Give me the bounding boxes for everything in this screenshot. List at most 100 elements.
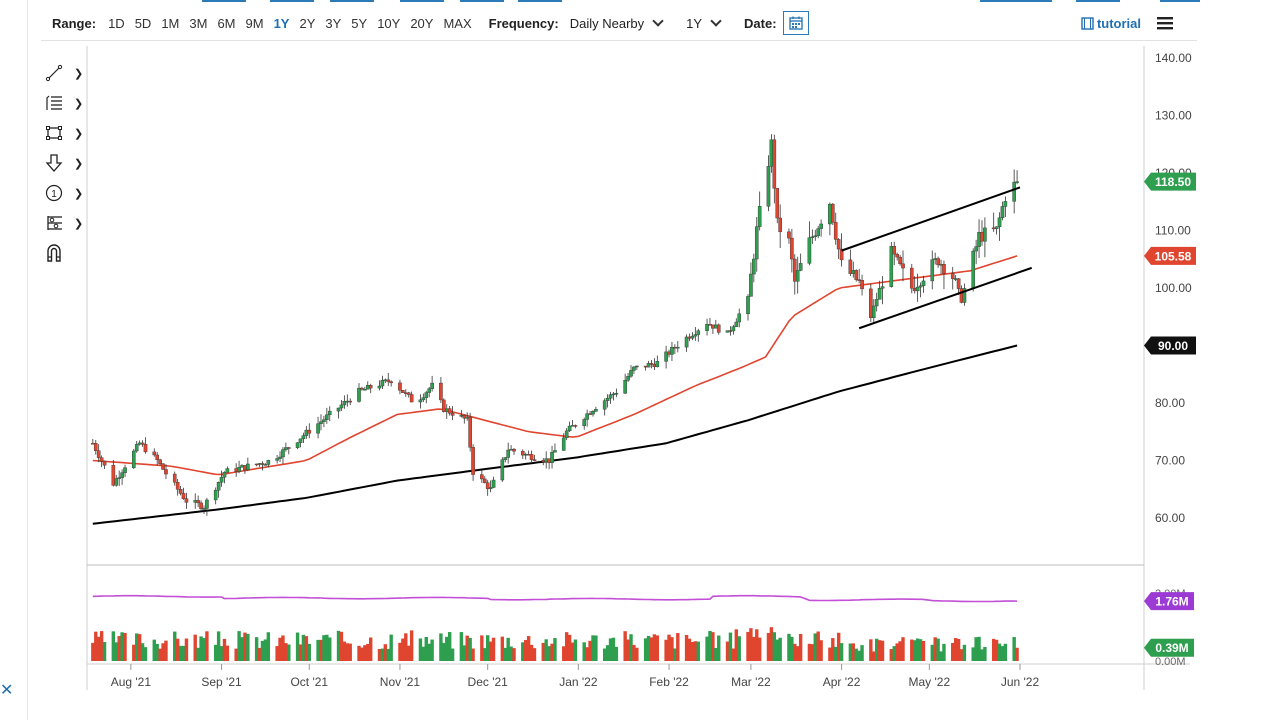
rectangle-tool[interactable]: ❯: [42, 118, 84, 148]
candle-body: [307, 429, 312, 434]
candle-body: [213, 489, 218, 501]
range-5y[interactable]: 5Y: [351, 15, 368, 31]
candle-body: [831, 203, 835, 223]
volume-bar: [605, 645, 610, 661]
menu-button[interactable]: [1157, 16, 1173, 33]
volume-bar: [114, 642, 118, 661]
close-icon[interactable]: ✕: [0, 682, 14, 699]
y-tick-label: 140.00: [1155, 51, 1192, 65]
volume-bar: [284, 643, 288, 661]
pattern-tool[interactable]: ❯: [42, 208, 84, 238]
volume-bar: [910, 639, 914, 661]
volume-bar: [483, 648, 487, 661]
range-20y[interactable]: 20Y: [410, 15, 434, 31]
arrow-tool[interactable]: ❯: [42, 148, 84, 178]
volume-bar: [442, 642, 446, 661]
volume-bar: [731, 648, 736, 661]
range-3y[interactable]: 3Y: [325, 15, 342, 31]
candle-body: [219, 477, 224, 483]
range-1d[interactable]: 1D: [108, 15, 125, 31]
volume-bar: [471, 648, 475, 661]
volume-bar: [421, 646, 426, 661]
volume-bar: [711, 632, 715, 661]
x-tick-label: Jun '22: [1001, 675, 1040, 689]
candle-body: [953, 278, 958, 280]
open-interest-line: [92, 594, 1018, 603]
range-5d[interactable]: 5D: [134, 15, 152, 31]
frequency-select[interactable]: Daily Nearby: [570, 15, 664, 31]
candle-body: [363, 389, 367, 391]
candle-body: [193, 500, 198, 503]
volume-bar: [205, 631, 209, 661]
candle-body: [749, 273, 753, 297]
volume-bar: [778, 637, 782, 661]
volume-bar: [178, 645, 183, 661]
volume-bar: [872, 651, 876, 661]
candle-body: [623, 380, 627, 394]
candle-body: [602, 400, 607, 410]
volume-bar: [547, 646, 551, 661]
range-9m[interactable]: 9M: [245, 15, 264, 31]
time-axis: Aug '21 Sep '21 Oct '21 Nov '21 Dec '21 Jan '…: [111, 664, 1040, 689]
candle-body: [889, 246, 894, 287]
tutorial-link[interactable]: tutorial: [1081, 16, 1141, 31]
range-max[interactable]: MAX: [443, 15, 472, 31]
volume-bar: [155, 643, 159, 661]
range-1m[interactable]: 1M: [161, 15, 180, 31]
volume-bar: [246, 633, 250, 661]
candle-body: [632, 366, 636, 371]
candle-body: [295, 442, 300, 448]
candle-body: [500, 459, 505, 481]
count-tool[interactable]: 1 ❯: [42, 178, 84, 208]
volume-bar: [933, 637, 937, 661]
candle-body: [652, 364, 657, 368]
candle-body: [398, 382, 402, 391]
volume-bar: [635, 647, 639, 661]
volume-bar: [336, 630, 341, 661]
volume-bar: [237, 631, 241, 661]
volume-label-badge: [1144, 638, 1194, 657]
trendline-tool[interactable]: ❯: [42, 58, 84, 88]
volume-bar: [602, 648, 607, 661]
volume-bar: [345, 643, 350, 661]
volume-bar: [339, 631, 344, 661]
range-6m[interactable]: 6M: [217, 15, 236, 31]
candle-body: [643, 365, 648, 368]
volume-bar: [737, 636, 741, 661]
x-tick-label: Aug '21: [111, 675, 152, 689]
chevron-right-icon: ❯: [74, 187, 84, 200]
candle-body: [731, 326, 736, 332]
volume-bar: [962, 644, 967, 661]
volume-bar: [813, 633, 817, 661]
candle-body: [424, 392, 429, 398]
chevron-right-icon: ❯: [74, 97, 84, 110]
chart-toolbar: Range: 1D 5D 1M 3M 6M 9M 1Y 2Y 3Y 5Y 10Y 20Y MAX Fre…: [41, 6, 1197, 41]
range-1y[interactable]: 1Y: [273, 15, 290, 31]
hamburger-icon: [1157, 17, 1173, 30]
moving-average-200: [92, 344, 1018, 525]
volume-bar: [307, 643, 311, 661]
volume-bar: [401, 638, 405, 661]
candle-body: [266, 460, 271, 465]
price-label-badge: [1144, 336, 1196, 355]
top-strip: [40, 0, 1200, 6]
fibonacci-tool[interactable]: ❯: [42, 88, 84, 118]
candle-body: [711, 324, 715, 329]
candle-body: [316, 423, 320, 434]
candle-body: [327, 410, 332, 416]
period-select[interactable]: 1Y: [686, 15, 722, 31]
candle-body: [790, 237, 794, 260]
volume-bar: [418, 638, 423, 661]
candle-body: [591, 411, 595, 415]
calendar-button[interactable]: [782, 11, 809, 35]
price-label-text: 118.50: [1155, 175, 1191, 189]
magnet-tool[interactable]: [42, 238, 84, 268]
candle-body: [462, 415, 467, 419]
range-10y[interactable]: 10Y: [377, 15, 401, 31]
range-2y[interactable]: 2Y: [299, 15, 316, 31]
volume-bar: [243, 632, 247, 661]
volume-bar: [752, 636, 756, 661]
range-3m[interactable]: 3M: [189, 15, 208, 31]
volume-bar: [521, 642, 525, 661]
